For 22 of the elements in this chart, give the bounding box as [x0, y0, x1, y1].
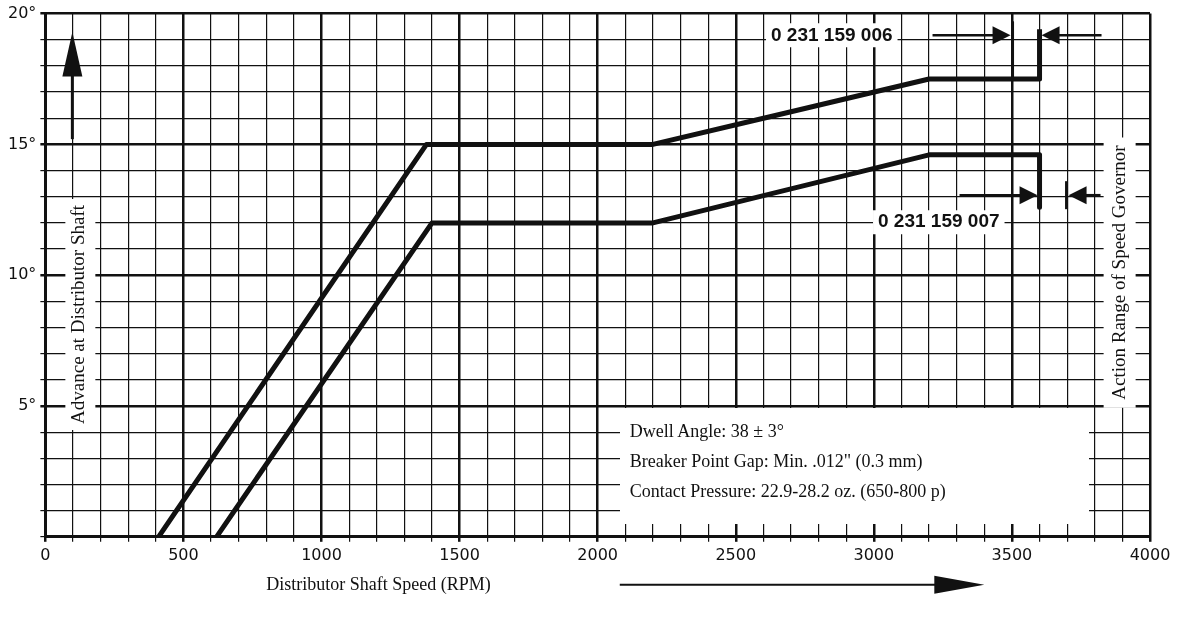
- text: 0 231 159 007: [878, 210, 1000, 232]
- y-tick-label: 10°: [8, 264, 37, 284]
- y-axis-title: Advance at Distributor Shaft: [67, 204, 89, 424]
- x-tick-label: 4000: [1129, 544, 1171, 564]
- x-axis-title: Distributor Shaft Speed (RPM): [266, 573, 491, 595]
- annotation: Breaker Point Gap: Min. .012" (0.3 mm): [629, 450, 924, 473]
- x-tick-label: 3000: [853, 544, 895, 564]
- note-box: Dwell Angle: 38 ± 3° Breaker Point Gap: Min. .012" (0.3 mm) Contact Pressure: 22.9-28.2 oz. (650-800 p): [619, 408, 1090, 524]
- x-tick-label: 1000: [301, 544, 342, 564]
- annotation: Dwell Angle: 38 ± 3°: [629, 420, 785, 443]
- x-tick-label: 3500: [991, 544, 1033, 564]
- x-tick-label: 500: [168, 544, 199, 564]
- annotation: Action Range of Speed Governor: [1107, 144, 1129, 400]
- legend-label: 0 231 159 006: [771, 23, 893, 45]
- x-tick-label: 0: [40, 544, 51, 564]
- y-tick-label: 5°: [18, 395, 37, 415]
- x-tick-label: 2500: [715, 544, 757, 564]
- y-tick-label: 15°: [8, 133, 37, 153]
- x-tick-label: 1500: [439, 544, 480, 564]
- annotation: Contact Pressure: 22.9-28.2 oz. (650-800 p): [629, 480, 947, 503]
- x-tick-label: 2000: [577, 544, 619, 564]
- y-tick-label: 20°: [8, 2, 37, 22]
